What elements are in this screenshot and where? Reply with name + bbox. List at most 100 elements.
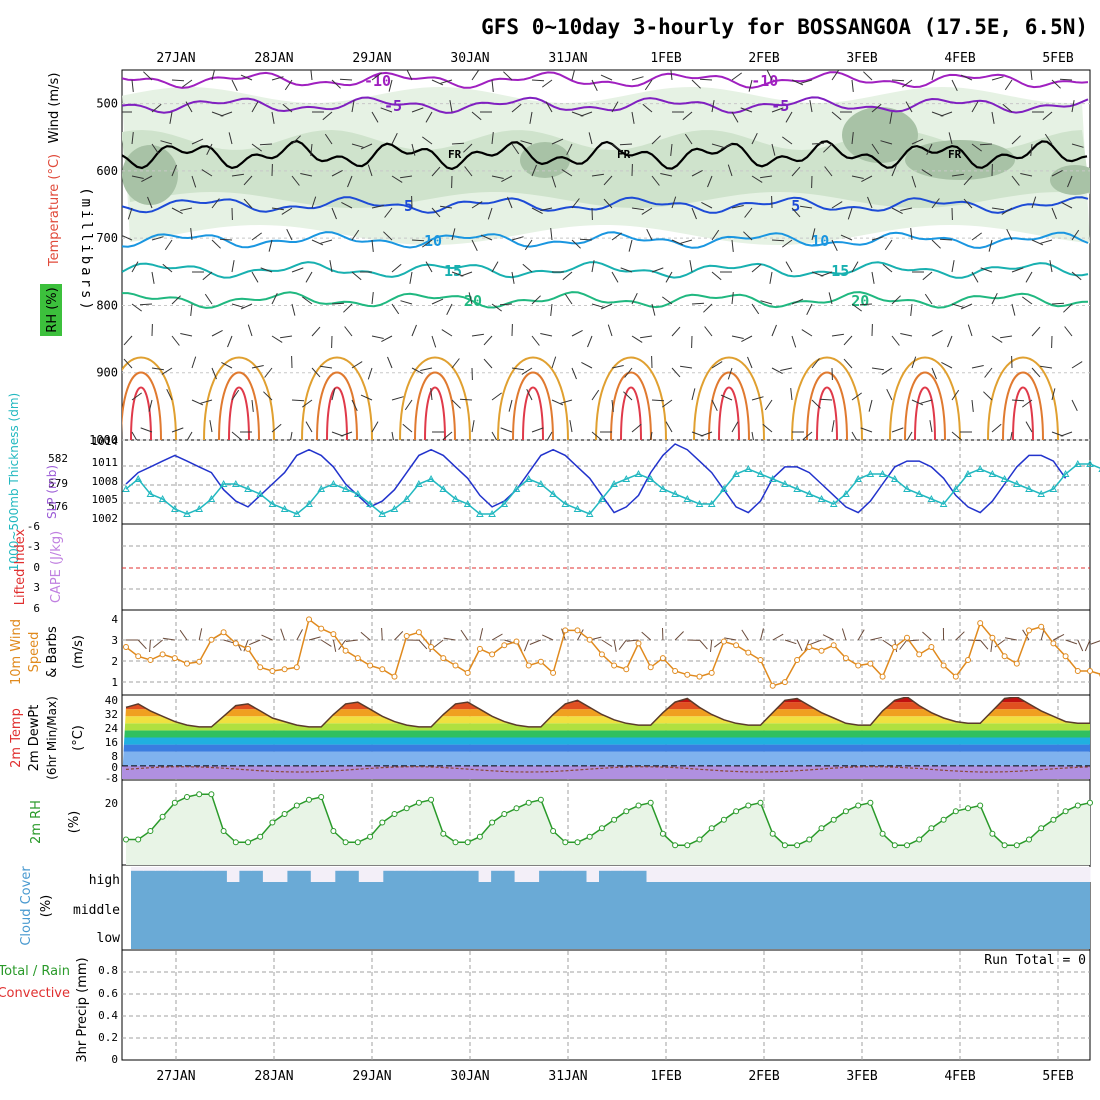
upper-barb-78 [731,111,739,123]
upper-barb-519 [911,399,924,406]
upper-barb-208 [440,205,453,209]
wind10m-point-59 [842,655,849,662]
upper-barb-541 [391,431,394,440]
upper-barb-211 [507,196,513,209]
upper-barb-419 [831,333,844,337]
upper-barb-369 [791,298,804,305]
upper-barb-102 [251,143,262,152]
upper-barb-68 [529,111,533,124]
upper-barb-237 [1031,196,1037,209]
cloud-high-gap-41 [622,867,635,871]
plume-7-1 [806,371,848,440]
upper-barb-234 [963,198,973,209]
upper-barb-186 [963,175,973,186]
rh2m-point-47 [696,836,703,843]
upper-barb-73 [631,111,635,124]
date-label-bottom-1: 28JAN [254,1069,293,1084]
wind10m-point-32 [513,638,520,645]
cloud-high-gap-38 [586,867,599,882]
date-label-bottom-8: 4FEB [944,1069,975,1084]
rh2m-point-59 [842,808,849,815]
upper-barb-239 [1061,201,1073,209]
wind10m-point-74 [1026,627,1032,634]
upper-barb-47 [1059,78,1073,81]
wind-barb-16 [320,639,332,647]
thickness-point-35 [549,489,557,497]
upper-barb-526 [1051,388,1056,401]
freezing-label-2: FR [948,148,962,161]
upper-barb-193 [147,196,153,209]
rh2m-point-30 [489,819,496,826]
wind-barb-78 [1077,639,1084,652]
wind10m-point-36 [562,627,569,634]
rh2m-point-65 [916,836,923,843]
upper-barb-261 [550,228,553,241]
upper-barb-331 [980,267,993,273]
upper-barb-236 [1001,207,1013,215]
upper-barb-571 [991,423,1002,433]
plume-7-0 [791,356,863,440]
upper-barb-7 [271,76,284,81]
upper-barb-528 [131,431,138,440]
upper-barb-457 [624,367,633,378]
upper-barb-228 [847,207,853,220]
upper-barb-453 [551,356,557,369]
thickness-point-3 [158,494,167,502]
precip-label-a: Total / Rain [0,964,70,979]
wind-barb-29 [479,628,484,641]
upper-barb-365 [703,303,713,313]
upper-barb-205 [384,207,393,218]
rh2m-point-31 [501,811,508,817]
plume-3-1 [414,371,456,440]
wind10m-point-47 [696,673,703,680]
wind10m-point-19 [354,655,361,662]
upper-barb-63 [425,111,433,123]
upper-barb-445 [387,356,393,369]
date-label-top-7: 3FEB [846,51,877,66]
upper-barb-455 [581,361,593,369]
wind-barb-61 [870,636,883,641]
upper-barb-310 [562,271,573,281]
thickness-point-7 [207,494,216,502]
thickness-point-68 [951,484,960,492]
upper-barb-547 [500,427,513,433]
upper-barb-33 [791,79,804,86]
upper-barb-242 [164,239,173,251]
upper-barb-124 [684,133,693,145]
upper-barb-346 [331,302,345,305]
upper-barb-362 [651,303,656,316]
upper-barb-269 [711,229,720,241]
thickness-point-67 [939,499,948,507]
thickness-point-27 [451,494,460,502]
date-label-top-9: 5FEB [1042,51,1073,66]
upper-barb-231 [900,207,913,211]
upper-barb-505 [623,391,633,401]
upper-barb-483 [191,399,204,406]
thickness-point-57 [817,494,826,502]
isotherm-5 [122,291,1089,309]
rh2m-point-60 [855,802,862,809]
upper-barb-128 [771,143,776,156]
upper-barb-240 [122,234,133,241]
cloud-high-gap-22 [394,867,408,871]
rh2m-point-77 [1062,808,1069,815]
upper-barb-116 [520,140,533,145]
wind10m-point-10 [245,645,251,652]
rh2m-point-49 [720,816,727,823]
upper-barb-21 [542,79,553,88]
thickness-point-41 [622,474,631,482]
upper-barb-301 [391,263,402,273]
upper-barb-343 [271,292,278,305]
wind-barb-19 [345,639,358,642]
upper-barb-472 [931,367,937,380]
upper-barb-523 [983,391,993,401]
cloud-high-gap-2 [155,867,168,871]
upper-barb-284 [1006,228,1013,241]
cloud-high-gap-20 [370,867,384,882]
wind10m-point-58 [830,642,837,649]
cloud-high-gap-27 [454,867,468,871]
rh2m-point-41 [623,808,630,815]
wind10m-point-48 [708,669,715,676]
upper-barb-462 [727,367,733,380]
